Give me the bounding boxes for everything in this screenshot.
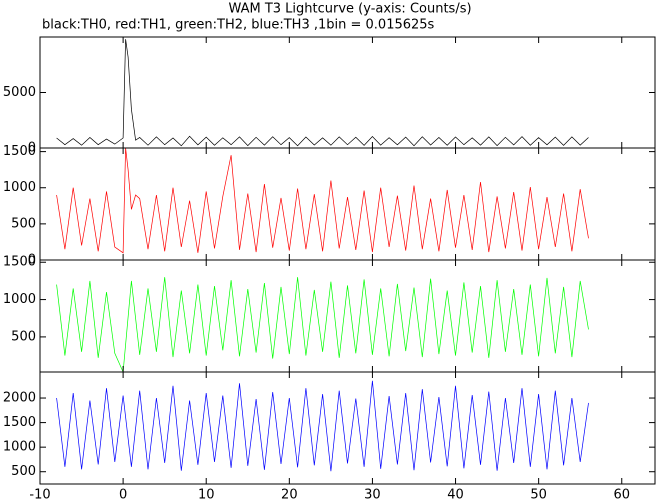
y-tick-label: 0 [28, 253, 36, 268]
y-tick-label: 1500 [3, 144, 36, 159]
chart-title: WAM T3 Lightcurve (y-axis: Counts/s) [228, 2, 471, 17]
panel-frame [39, 371, 656, 485]
chart-subtitle: black:TH0, red:TH1, green:TH2, blue:TH3 … [42, 18, 435, 33]
panel-frame [39, 36, 656, 149]
y-tick-label: 1500 [3, 415, 36, 430]
y-tick-label: 1000 [3, 292, 36, 307]
y-tick-label: 1000 [3, 440, 36, 455]
y-tick-label: 1500 [3, 255, 36, 270]
y-tick-label: 0 [28, 141, 36, 156]
y-tick-label: 1000 [3, 180, 36, 195]
y-tick-label: 2000 [3, 391, 36, 406]
x-tick-label: 40 [447, 488, 464, 503]
x-tick-label: 10 [198, 488, 215, 503]
x-tick-label: 0 [119, 488, 127, 503]
lightcurve [56, 380, 589, 472]
lightcurve [56, 39, 589, 147]
lightcurve [56, 277, 589, 374]
x-tick-label: 20 [281, 488, 298, 503]
y-tick-label: 500 [11, 216, 36, 231]
x-tick-label: 30 [364, 488, 381, 503]
y-tick-label: 500 [11, 464, 36, 479]
x-tick-label: 60 [613, 488, 630, 503]
x-tick-label: 50 [530, 488, 547, 503]
panel-frame [39, 147, 656, 261]
panel-frame [39, 259, 656, 373]
y-tick-label: 500 [11, 329, 36, 344]
x-tick-label: -10 [29, 488, 50, 503]
lightcurve [56, 147, 589, 254]
y-tick-label: 5000 [3, 85, 36, 100]
